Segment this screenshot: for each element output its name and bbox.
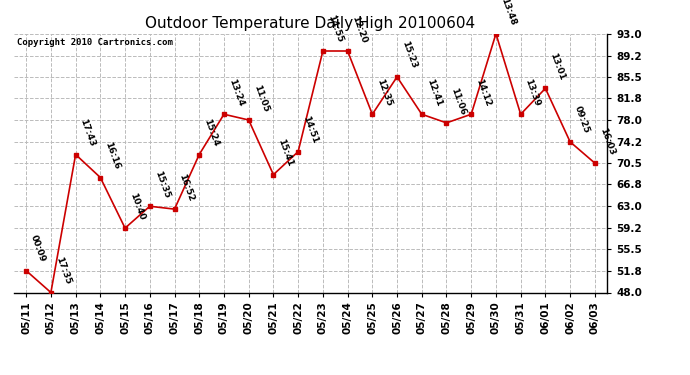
Text: 17:35: 17:35 (54, 255, 72, 286)
Text: 14:55: 14:55 (326, 14, 344, 44)
Title: Outdoor Temperature Daily High 20100604: Outdoor Temperature Daily High 20100604 (146, 16, 475, 31)
Text: 00:09: 00:09 (29, 234, 48, 264)
Text: 09:25: 09:25 (573, 105, 591, 135)
Text: 16:52: 16:52 (177, 172, 196, 202)
Text: 17:43: 17:43 (79, 117, 97, 148)
Text: 11:06: 11:06 (449, 86, 468, 116)
Text: 13:48: 13:48 (499, 0, 518, 27)
Text: 13:01: 13:01 (549, 52, 566, 81)
Text: 16:03: 16:03 (598, 126, 616, 156)
Text: 14:51: 14:51 (301, 115, 319, 145)
Text: 15:24: 15:24 (202, 117, 221, 148)
Text: 12:41: 12:41 (425, 77, 443, 107)
Text: 16:16: 16:16 (104, 141, 121, 171)
Text: 11:05: 11:05 (252, 83, 270, 113)
Text: 12:20: 12:20 (351, 14, 368, 44)
Text: 15:35: 15:35 (152, 170, 171, 200)
Text: 15:23: 15:23 (400, 40, 418, 70)
Text: 14:12: 14:12 (474, 77, 493, 107)
Text: 13:39: 13:39 (524, 77, 542, 107)
Text: 12:35: 12:35 (375, 77, 393, 107)
Text: 10:40: 10:40 (128, 191, 146, 221)
Text: 13:24: 13:24 (227, 77, 245, 107)
Text: 15:41: 15:41 (277, 138, 295, 168)
Text: Copyright 2010 Cartronics.com: Copyright 2010 Cartronics.com (17, 38, 172, 46)
